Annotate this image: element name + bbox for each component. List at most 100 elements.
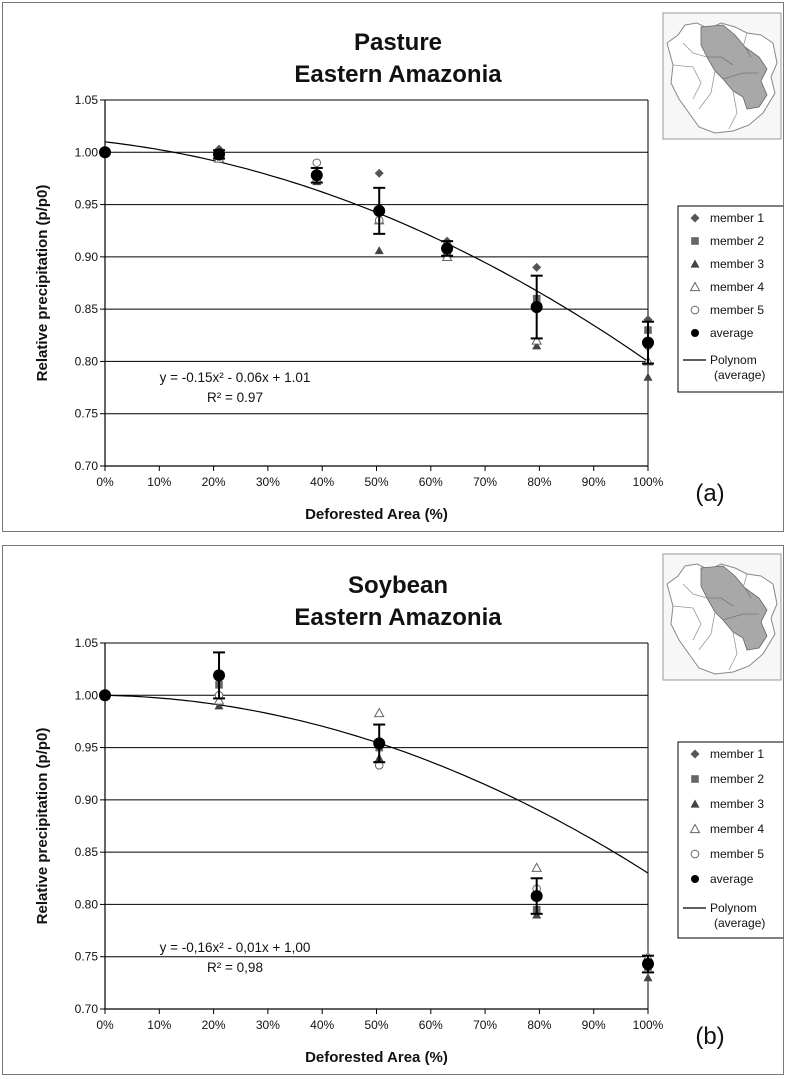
point-member-4 xyxy=(531,334,543,345)
trend-line-polynom xyxy=(104,694,649,874)
legend-marker xyxy=(691,329,699,337)
region-map-inset xyxy=(662,553,782,681)
point-average xyxy=(642,336,654,349)
panel-label: (b) xyxy=(695,1023,724,1050)
map-borders xyxy=(672,573,748,671)
legend-label: member 3 xyxy=(710,257,764,271)
point-average xyxy=(99,689,111,702)
x-tick-label: 0% xyxy=(96,1018,114,1032)
map-borders xyxy=(672,32,748,130)
point-member-3 xyxy=(374,246,384,255)
x-tick-label: 10% xyxy=(147,1018,171,1032)
point-member-1 xyxy=(532,262,542,272)
y-tick-label: 0.80 xyxy=(75,897,99,911)
point-member-4 xyxy=(373,707,385,718)
trend-equation: y = -0,16x² - 0,01x + 1,00 xyxy=(160,940,311,955)
legend-box xyxy=(677,741,786,939)
legend-marker xyxy=(691,775,699,783)
x-tick-label: 0% xyxy=(96,475,114,489)
x-tick-label: 20% xyxy=(202,1018,226,1032)
y-tick-label: 0.75 xyxy=(75,950,99,964)
x-tick-label: 30% xyxy=(256,475,280,489)
y-tick-label: 0.80 xyxy=(75,354,99,368)
chart-subtitle: Eastern Amazonia xyxy=(294,604,502,631)
legend-label: member 1 xyxy=(710,747,764,761)
x-tick-label: 90% xyxy=(582,475,606,489)
chart-svg-pasture: Pasture Eastern Amazonia 0.70 0.75 0.80 0.85 0… xyxy=(34,12,786,523)
map-rivers xyxy=(707,587,759,621)
legend-label: average xyxy=(710,872,754,886)
point-member-4 xyxy=(531,862,543,872)
legend-marker xyxy=(689,823,701,834)
x-tick-label: 100% xyxy=(633,475,664,489)
point-average xyxy=(373,204,386,217)
point-average xyxy=(213,148,226,161)
x-tick-label: 80% xyxy=(527,1018,551,1032)
x-tick-label: 60% xyxy=(419,475,443,489)
point-average xyxy=(441,242,454,255)
legend-marker xyxy=(689,281,701,292)
legend-label: (average) xyxy=(714,368,765,382)
legend-label: average xyxy=(710,326,754,340)
x-tick-label: 40% xyxy=(310,1018,334,1032)
legend-marker xyxy=(691,237,699,245)
y-tick-label: 1.00 xyxy=(75,688,99,702)
point-average xyxy=(373,737,386,750)
legend-marker xyxy=(690,213,700,223)
trend-r-squared: R² = 0,98 xyxy=(207,960,263,975)
chart-svg-soybean: Soybean Eastern Amazonia 0.70 0.75 0.80 0.85 0… xyxy=(34,553,786,1066)
legend-label: Polynom xyxy=(710,353,757,367)
chart-title: Soybean xyxy=(348,572,448,599)
chart-panel-pasture: Pasture Eastern Amazonia 0.70 0.75 0.80 0.85 0… xyxy=(2,2,786,532)
y-tick-label: 0.95 xyxy=(75,741,99,755)
y-tick-label: 0.75 xyxy=(75,407,99,421)
point-average xyxy=(213,669,226,682)
legend-marker xyxy=(690,849,700,859)
y-axis-label: Relative precipitation (p/p0) xyxy=(34,185,51,382)
point-member-3 xyxy=(214,701,224,710)
y-tick-label: 0.85 xyxy=(75,302,99,316)
chart-subtitle: Eastern Amazonia xyxy=(294,61,502,88)
x-tick-label: 40% xyxy=(310,475,334,489)
point-average xyxy=(530,301,543,314)
x-axis-label: Deforested Area (%) xyxy=(305,506,448,523)
legend-label: member 2 xyxy=(710,772,764,786)
point-member-4 xyxy=(213,694,225,705)
point-average xyxy=(530,890,543,903)
trend-equation: y = -0.15x² - 0.06x + 1.01 xyxy=(160,370,311,385)
legend-label: (average) xyxy=(714,916,765,930)
y-axis-label: Relative precipitation (p/p0) xyxy=(34,728,51,925)
x-tick-label: 30% xyxy=(256,1018,280,1032)
legend-label: member 4 xyxy=(710,822,764,836)
legend-marker xyxy=(690,749,700,759)
x-tick-label: 60% xyxy=(419,1018,443,1032)
point-member-3 xyxy=(532,341,542,350)
legend-label: member 5 xyxy=(710,847,764,861)
x-tick-label: 50% xyxy=(364,1018,388,1032)
legend-label: member 4 xyxy=(710,280,764,294)
point-member-5 xyxy=(312,158,322,168)
legend-label: Polynom xyxy=(710,901,757,915)
y-tick-label: 0.95 xyxy=(75,198,99,212)
y-tick-label: 1.05 xyxy=(75,93,99,107)
legend-label: member 2 xyxy=(710,234,764,248)
x-tick-label: 10% xyxy=(147,475,171,489)
chart-title: Pasture xyxy=(354,29,442,56)
x-tick-label: 80% xyxy=(527,475,551,489)
region-map-inset xyxy=(662,12,782,140)
point-average xyxy=(642,958,654,971)
x-tick-label: 100% xyxy=(633,1018,664,1032)
trend-r-squared: R² = 0.97 xyxy=(207,390,263,405)
legend-box xyxy=(677,205,786,393)
x-tick-label: 20% xyxy=(202,475,226,489)
point-member-3 xyxy=(643,973,653,982)
chart-panel-soybean: Soybean Eastern Amazonia 0.70 0.75 0.80 0.85 0… xyxy=(2,545,786,1075)
y-tick-label: 0.70 xyxy=(75,1002,99,1016)
x-axis-label: Deforested Area (%) xyxy=(305,1049,448,1066)
y-tick-label: 0.90 xyxy=(75,793,99,807)
point-member-1 xyxy=(374,168,384,178)
legend-label: member 3 xyxy=(710,797,764,811)
point-average xyxy=(310,169,323,182)
legend-marker xyxy=(690,305,700,315)
y-tick-label: 1.00 xyxy=(75,145,99,159)
